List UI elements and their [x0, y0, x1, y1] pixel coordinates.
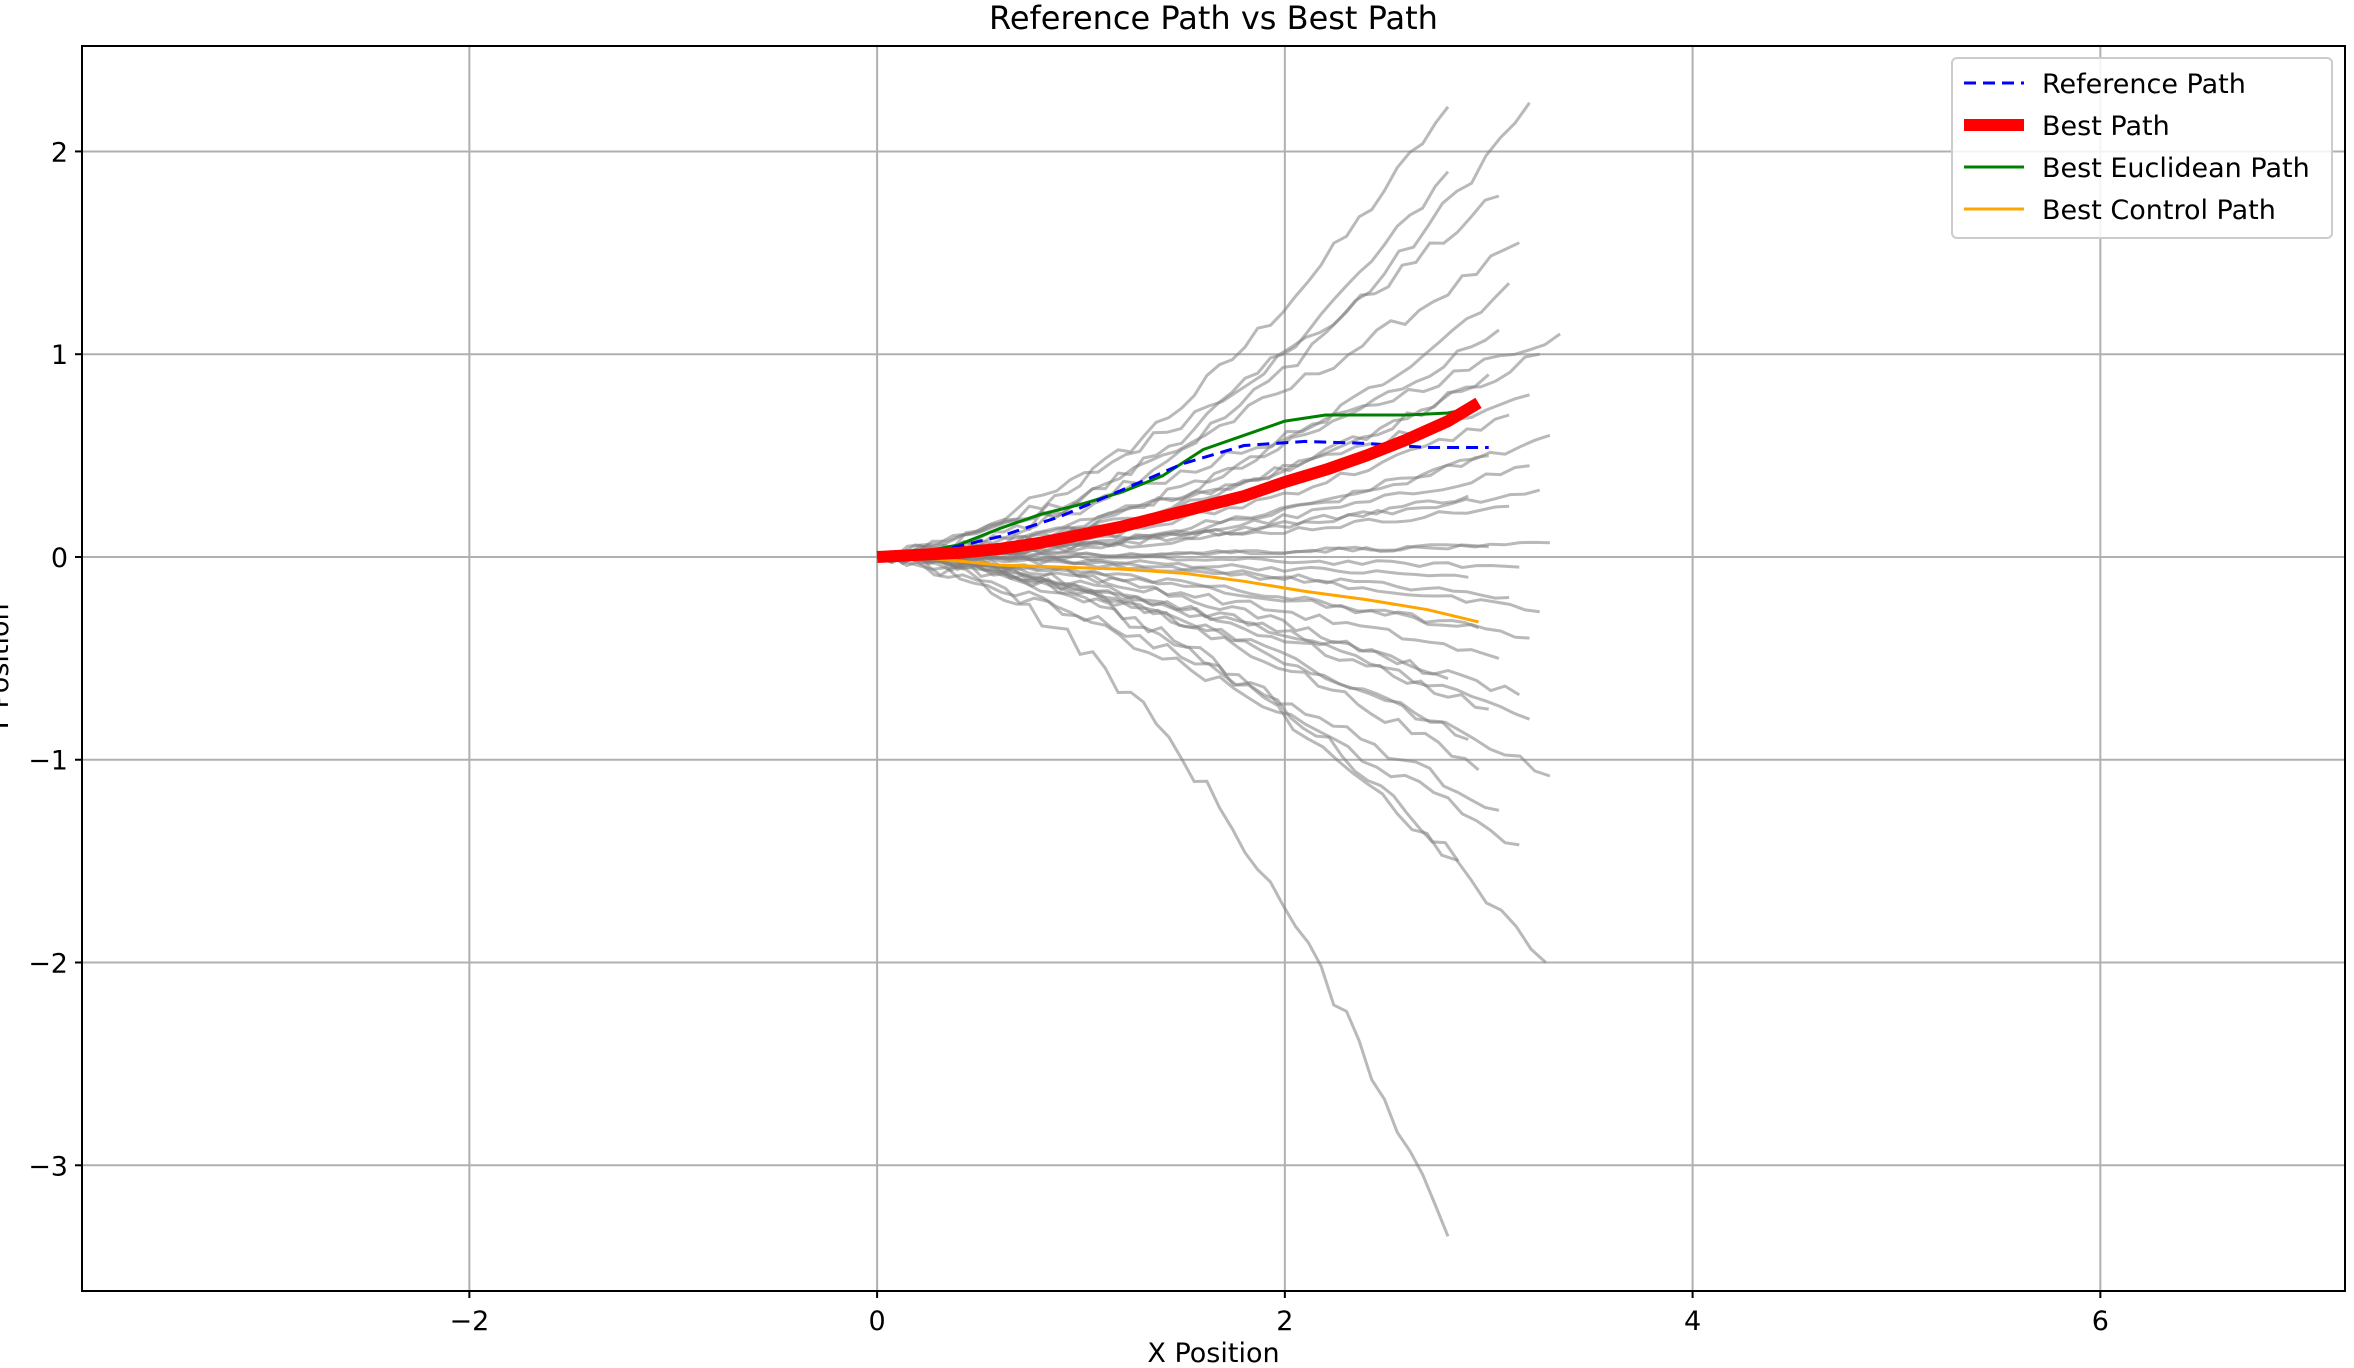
legend-label: Reference Path	[2042, 69, 2246, 100]
sample-path	[876, 194, 1500, 559]
background-paths	[876, 101, 1561, 1237]
x-tick-label: 6	[2092, 1306, 2109, 1337]
series-line-best-control-path	[877, 555, 1479, 624]
sample-path	[877, 549, 1450, 1237]
legend-label: Best Path	[2042, 111, 2170, 142]
legend-label: Best Control Path	[2042, 195, 2276, 226]
y-tick-label: −1	[28, 746, 68, 777]
sample-path	[877, 554, 1480, 772]
sample-path	[876, 554, 1520, 847]
axis-ticks: −2 0 2 4 6 −3 −2 −1 0 1 2	[28, 137, 2109, 1337]
x-tick-label: −2	[449, 1306, 489, 1337]
sample-path	[876, 332, 1561, 561]
x-tick-label: 0	[869, 1306, 886, 1337]
y-tick-label: 2	[51, 137, 68, 168]
grid-lines	[82, 46, 2345, 1291]
y-tick-label: −3	[28, 1151, 68, 1182]
sample-path	[877, 553, 1510, 600]
y-tick-label: −2	[28, 949, 68, 980]
sample-path	[877, 555, 1547, 964]
legend: Reference Path Best Path Best Euclidean Pa…	[1951, 57, 2333, 239]
series-line-reference-path	[876, 439, 1489, 559]
plot-frame	[81, 45, 2346, 1292]
x-axis-label: X Position	[1147, 1338, 1279, 1368]
series-line-best-euclidean-path	[876, 405, 1479, 559]
sample-path	[877, 554, 1540, 614]
y-axis-label: Y Position	[0, 603, 15, 734]
sample-path	[876, 282, 1511, 559]
x-tick-label: 2	[1276, 1306, 1293, 1337]
x-tick-label: 4	[1684, 1306, 1701, 1337]
series-line-best-path	[876, 397, 1482, 563]
chart-title: Reference Path vs Best Path	[989, 0, 1438, 37]
sample-path	[876, 554, 1500, 812]
legend-label: Best Euclidean Path	[2042, 153, 2310, 184]
y-tick-label: 0	[51, 543, 68, 574]
y-tick-label: 1	[51, 340, 68, 371]
series-lines	[876, 397, 1489, 624]
legend-box	[1951, 57, 2333, 239]
